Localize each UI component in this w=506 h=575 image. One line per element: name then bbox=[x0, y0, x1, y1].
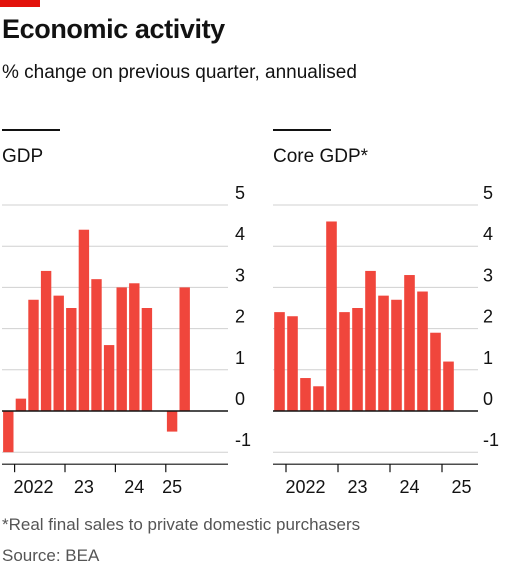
gdp-bar bbox=[166, 411, 178, 432]
core-gdp-bar bbox=[430, 332, 441, 411]
gdp-bar bbox=[53, 295, 64, 411]
core-gdp-x-tick-label: 24 bbox=[399, 477, 419, 497]
core-gdp-bar bbox=[417, 291, 428, 411]
gdp-y-tick-label: 1 bbox=[235, 348, 245, 368]
core-gdp-bar bbox=[326, 221, 337, 411]
core-gdp-y-tick-label: -1 bbox=[483, 430, 499, 450]
gdp-bar bbox=[15, 398, 27, 411]
gdp-y-tick-label: 4 bbox=[235, 224, 245, 244]
footnote: *Real final sales to private domestic pu… bbox=[2, 515, 361, 534]
gdp-y-tick-label: -1 bbox=[235, 430, 251, 450]
source-note: Source: BEA bbox=[2, 546, 100, 565]
core-gdp-x-tick-label: 25 bbox=[451, 477, 471, 497]
core-gdp-bar bbox=[391, 299, 402, 411]
gdp-bar bbox=[141, 308, 153, 411]
core-gdp-bar bbox=[339, 312, 350, 411]
core-gdp-bar bbox=[404, 275, 415, 411]
gdp-x-tick-label: 2022 bbox=[13, 477, 53, 497]
gdp-x-tick-label: 25 bbox=[162, 477, 182, 497]
panel-rule-core-gdp bbox=[273, 129, 331, 131]
core-gdp-bar bbox=[287, 316, 298, 411]
chart-title: Economic activity bbox=[2, 14, 225, 44]
gdp-bar bbox=[3, 411, 14, 453]
gdp-x-tick-label: 23 bbox=[74, 477, 94, 497]
core-gdp-y-tick-label: 5 bbox=[483, 183, 493, 203]
gdp-bar bbox=[179, 287, 190, 411]
gdp-y-tick-label: 3 bbox=[235, 265, 245, 285]
gdp-bar bbox=[116, 287, 127, 411]
gdp-bar bbox=[66, 308, 77, 411]
panel-rule-gdp bbox=[2, 129, 60, 131]
core-gdp-y-tick-label: 4 bbox=[483, 224, 493, 244]
gdp-x-tick-label: 24 bbox=[124, 477, 144, 497]
gdp-bar bbox=[78, 229, 90, 411]
gdp-bar bbox=[129, 283, 140, 411]
gdp-bar bbox=[40, 270, 52, 411]
gdp-bar bbox=[103, 345, 115, 411]
panel-title-gdp: GDP bbox=[2, 146, 44, 167]
gdp-y-tick-label: 0 bbox=[235, 389, 245, 409]
core-gdp-y-tick-label: 0 bbox=[483, 389, 493, 409]
core-gdp-bar bbox=[365, 270, 376, 411]
core-gdp-bar bbox=[378, 295, 389, 411]
core-gdp-bar bbox=[352, 308, 363, 411]
core-gdp-bar bbox=[443, 361, 454, 411]
gdp-y-tick-label: 2 bbox=[235, 307, 245, 327]
core-gdp-y-tick-label: 1 bbox=[483, 348, 493, 368]
gdp-bar bbox=[91, 279, 102, 411]
chart-subtitle: % change on previous quarter, annualised bbox=[2, 62, 357, 83]
brand-accent-bar bbox=[0, 0, 40, 7]
core-gdp-x-tick-label: 2022 bbox=[285, 477, 325, 497]
core-gdp-bar bbox=[313, 386, 324, 411]
core-gdp-x-tick-label: 23 bbox=[347, 477, 367, 497]
core-gdp-bar bbox=[300, 378, 311, 411]
gdp-bar bbox=[28, 299, 39, 411]
core-gdp-y-tick-label: 2 bbox=[483, 307, 493, 327]
panel-title-core-gdp: Core GDP* bbox=[273, 146, 369, 167]
core-gdp-y-tick-label: 3 bbox=[483, 265, 493, 285]
core-gdp-bar bbox=[274, 312, 285, 411]
gdp-y-tick-label: 5 bbox=[235, 183, 245, 203]
